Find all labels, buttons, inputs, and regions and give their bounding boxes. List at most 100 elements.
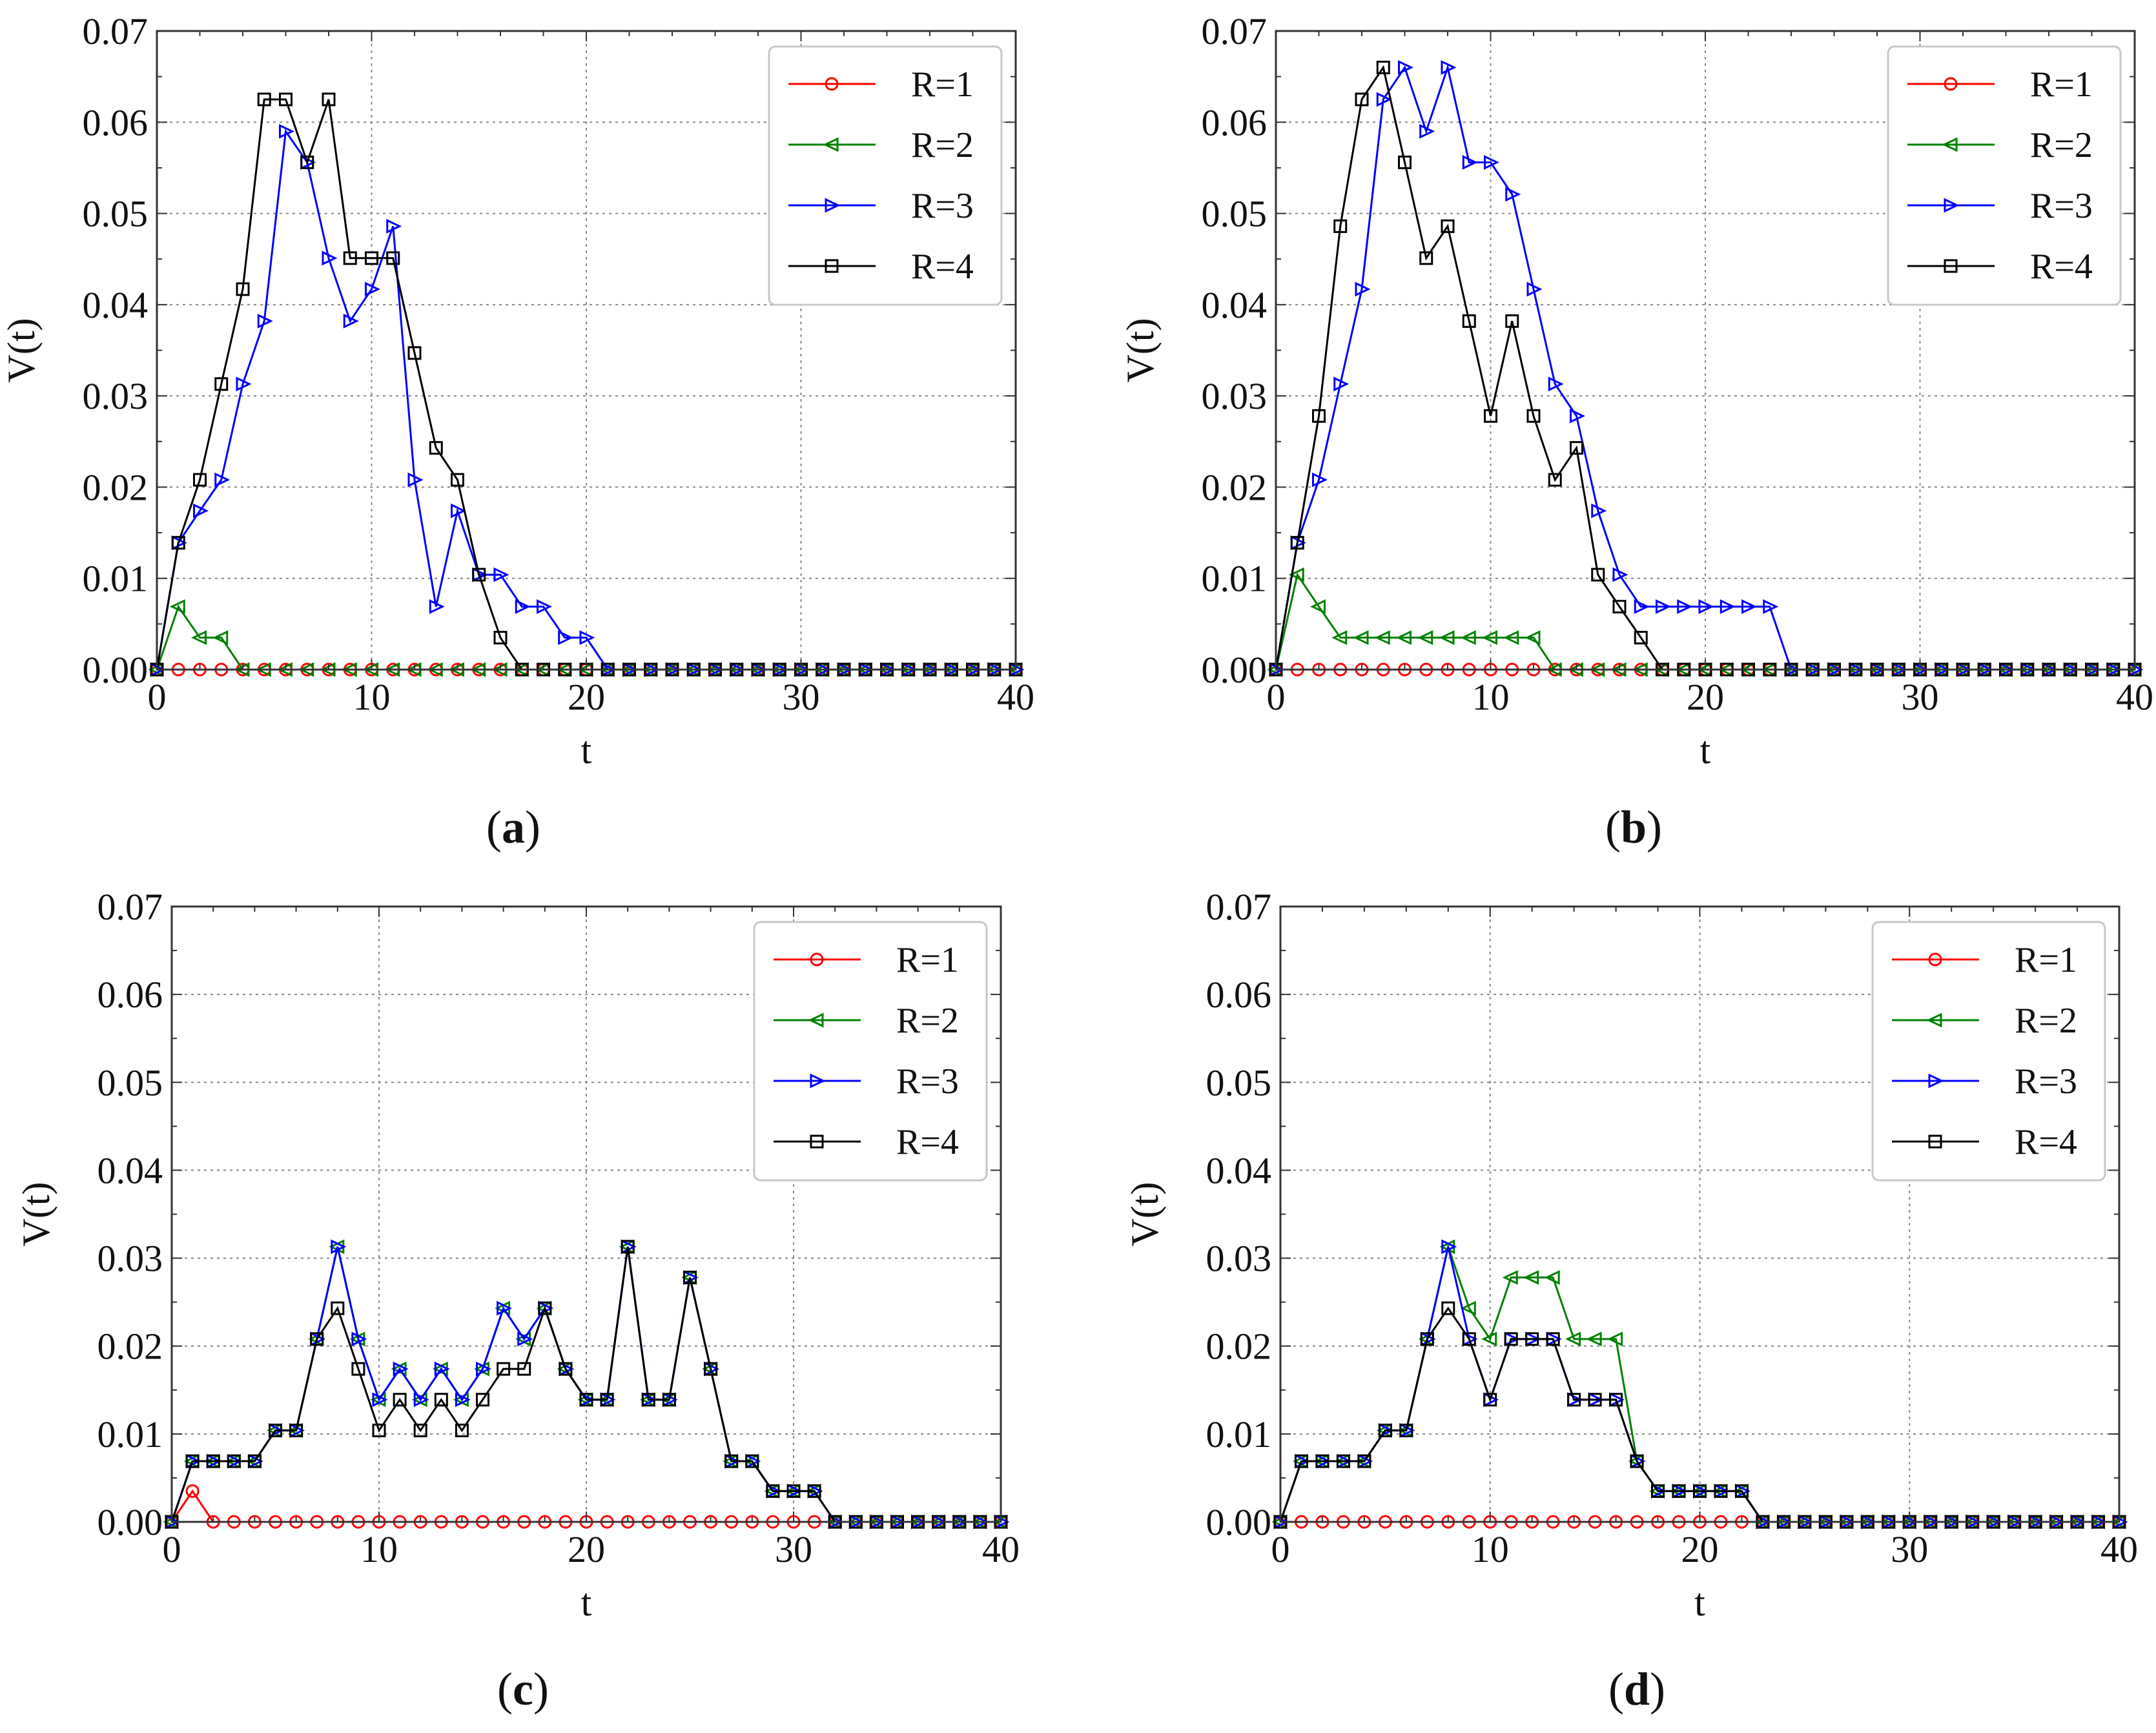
data-point-R3 bbox=[331, 1239, 347, 1255]
data-point-R2 bbox=[1374, 630, 1390, 645]
data-point-R3 bbox=[1612, 567, 1628, 582]
y-tick-label: 0.01 bbox=[98, 1413, 163, 1455]
data-point-R4 bbox=[1376, 61, 1390, 75]
data-point-R3 bbox=[279, 124, 295, 139]
legend-label: R=2 bbox=[911, 125, 974, 165]
data-point-R3 bbox=[537, 599, 553, 614]
x-axis-label: t bbox=[1700, 729, 1711, 772]
data-point-R4 bbox=[497, 1362, 511, 1376]
data-point-R4 bbox=[1357, 1454, 1371, 1468]
data-point-R4 bbox=[807, 1484, 821, 1498]
panel-label-close: ) bbox=[533, 1663, 549, 1715]
data-point-R4 bbox=[476, 1393, 489, 1407]
data-point-R4 bbox=[579, 1393, 593, 1407]
data-point-R4 bbox=[559, 1362, 573, 1376]
data-point-R4 bbox=[1734, 1484, 1749, 1498]
data-point-R4 bbox=[343, 251, 357, 265]
y-axis-label: V(t) bbox=[0, 318, 43, 383]
x-tick-label: 40 bbox=[2116, 676, 2153, 718]
data-point-R4 bbox=[1630, 1454, 1644, 1468]
y-tick-label: 0.02 bbox=[1206, 1326, 1272, 1368]
data-point-R3 bbox=[407, 472, 424, 487]
legend-label: R=4 bbox=[896, 1122, 959, 1162]
y-tick-label: 0.00 bbox=[83, 649, 149, 691]
x-tick-label: 40 bbox=[982, 1528, 1020, 1570]
data-point-R3 bbox=[1419, 124, 1435, 139]
y-tick-label: 0.04 bbox=[1206, 1149, 1272, 1191]
data-point-R4 bbox=[1315, 1454, 1330, 1468]
data-point-R2 bbox=[1565, 1331, 1581, 1347]
legend-label: R=3 bbox=[896, 1061, 959, 1102]
legend-marker bbox=[810, 1134, 824, 1149]
data-point-R2 bbox=[1331, 630, 1348, 645]
data-point-R3 bbox=[1355, 282, 1371, 297]
legend-label: R=4 bbox=[911, 247, 974, 287]
legend-marker bbox=[810, 952, 824, 967]
data-point-R4 bbox=[786, 1484, 801, 1498]
series-line-R2 bbox=[1275, 572, 2135, 671]
y-tick-label: 0.04 bbox=[83, 284, 149, 326]
legend: R=1 R=2 R=3 R=4 bbox=[753, 921, 988, 1182]
panel-label: (b) bbox=[1605, 801, 1662, 853]
legend: R=1 R=2 R=3 R=4 bbox=[768, 45, 1003, 306]
y-tick-label: 0.00 bbox=[98, 1501, 163, 1543]
legend-label: R=1 bbox=[2030, 65, 2093, 105]
data-point-R4 bbox=[1484, 409, 1497, 423]
data-point-R2 bbox=[1586, 1331, 1602, 1347]
y-tick-label: 0.02 bbox=[83, 466, 149, 508]
data-point-R3 bbox=[515, 599, 531, 614]
data-point-R4 bbox=[236, 282, 250, 296]
legend-label: R=3 bbox=[2015, 1061, 2077, 1102]
legend-marker bbox=[810, 1073, 826, 1089]
x-tick-label: 10 bbox=[360, 1528, 398, 1570]
series-R2-group bbox=[163, 1239, 1008, 1530]
y-tick-label: 0.01 bbox=[1206, 1413, 1272, 1455]
data-point-R4 bbox=[641, 1393, 655, 1407]
y-tick-label: 0.02 bbox=[98, 1326, 163, 1368]
panel-label-close: ) bbox=[1650, 1663, 1665, 1715]
data-point-R3 bbox=[343, 313, 359, 329]
legend-box bbox=[1871, 921, 2106, 1182]
legend-label: R=2 bbox=[896, 1001, 959, 1041]
y-tick-label: 0.07 bbox=[83, 10, 149, 52]
data-point-R4 bbox=[434, 1393, 448, 1407]
data-point-R2 bbox=[1502, 1270, 1518, 1285]
panel-label-close: ) bbox=[1647, 801, 1662, 853]
y-tick-label: 0.01 bbox=[83, 558, 149, 600]
data-point-R4 bbox=[1355, 92, 1369, 107]
data-point-R3 bbox=[1526, 282, 1543, 297]
data-point-R4 bbox=[1525, 1332, 1539, 1346]
legend-marker bbox=[808, 1012, 824, 1028]
data-point-R4 bbox=[451, 473, 464, 487]
data-point-R2 bbox=[1607, 1331, 1623, 1347]
x-tick-label: 40 bbox=[2100, 1528, 2138, 1570]
y-tick-label: 0.06 bbox=[1206, 974, 1272, 1016]
legend-marker bbox=[1926, 1012, 1942, 1028]
y-tick-label: 0.05 bbox=[1202, 193, 1268, 235]
data-point-R4 bbox=[206, 1454, 220, 1468]
legend-label: R=3 bbox=[911, 186, 974, 226]
data-point-R2 bbox=[190, 630, 207, 645]
x-tick-label: 30 bbox=[783, 676, 820, 718]
data-point-R4 bbox=[269, 1423, 282, 1437]
y-tick-label: 0.01 bbox=[1202, 558, 1268, 600]
data-point-R4 bbox=[1336, 1454, 1350, 1468]
data-point-R4 bbox=[724, 1454, 739, 1468]
legend-marker bbox=[1928, 1134, 1942, 1149]
panel-label-open: ( bbox=[486, 801, 502, 853]
panel-label-open: ( bbox=[1608, 1663, 1624, 1715]
legend-label: R=4 bbox=[2030, 247, 2093, 287]
y-tick-label: 0.02 bbox=[1202, 466, 1268, 508]
data-point-R3 bbox=[1333, 376, 1350, 392]
legend-marker bbox=[825, 198, 841, 213]
data-point-R4 bbox=[472, 568, 486, 582]
y-tick-label: 0.06 bbox=[83, 101, 149, 143]
x-tick-label: 10 bbox=[1472, 676, 1510, 718]
legend-label: R=1 bbox=[2015, 940, 2077, 980]
data-point-R4 bbox=[1714, 1484, 1728, 1498]
y-tick-label: 0.00 bbox=[1206, 1501, 1272, 1543]
data-point-R4 bbox=[279, 92, 293, 107]
data-point-R3 bbox=[257, 313, 273, 329]
data-point-R4 bbox=[704, 1362, 718, 1376]
panel-label-close: ) bbox=[525, 801, 540, 853]
